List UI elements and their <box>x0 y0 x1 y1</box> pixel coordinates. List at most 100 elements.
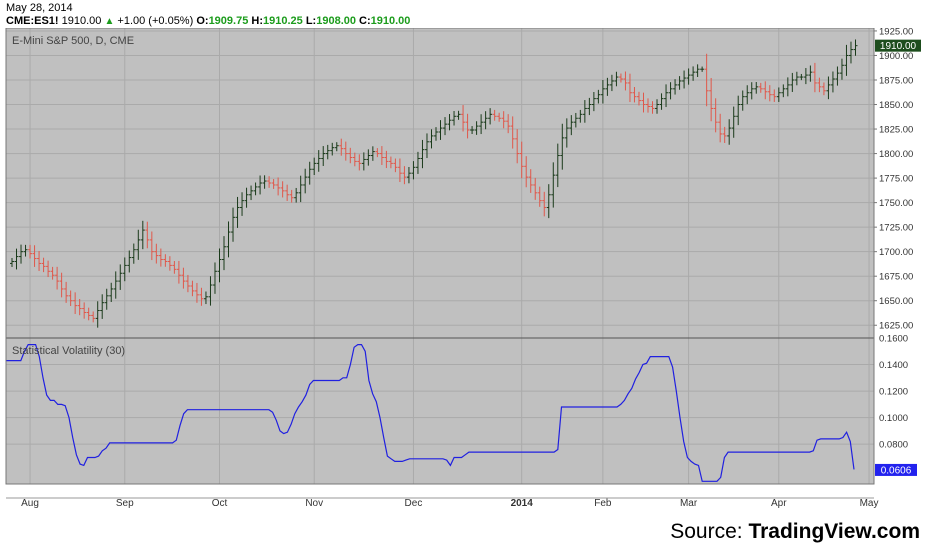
time-tick-label: Oct <box>212 498 228 509</box>
ohlc-bar <box>23 244 28 257</box>
time-tick-label: Sep <box>116 498 134 509</box>
ohlc-bar <box>235 196 240 228</box>
ohlc-bar <box>483 111 488 130</box>
source-label: Source: <box>670 520 743 543</box>
price-tick-label: 1675.00 <box>879 272 913 283</box>
symbol-label[interactable]: CME:ES1! <box>6 15 59 27</box>
last-volatility-badge: 0.0606 <box>875 463 917 476</box>
ohlc-bar <box>64 281 69 303</box>
time-tick-label: May <box>860 498 879 509</box>
ohlc-bar <box>573 112 578 128</box>
ohlc-bar <box>91 311 96 323</box>
ohlc-bar <box>609 74 614 92</box>
ohlc-bar <box>402 166 407 185</box>
close-label: C: <box>359 15 371 27</box>
time-tick-label: Dec <box>405 498 423 509</box>
ohlc-bar <box>140 220 145 250</box>
ohlc-bar <box>154 243 159 264</box>
ohlc-bar <box>718 113 723 143</box>
open-label: O: <box>196 15 209 27</box>
ohlc-bar <box>406 167 411 184</box>
open-value: 1909.75 <box>208 15 249 27</box>
ohlc-bar <box>632 87 637 103</box>
ohlc-bar <box>618 73 623 83</box>
ohlc-bar <box>727 119 732 145</box>
price-tick-label: 1825.00 <box>879 125 913 136</box>
ohlc-bar <box>655 99 660 114</box>
ohlc-bar <box>745 85 750 105</box>
price-tick-label: 1875.00 <box>879 75 913 86</box>
ohlc-bar <box>452 110 457 126</box>
ohlc-bar <box>839 58 844 80</box>
ohlc-bar <box>294 187 299 203</box>
ohlc-bar <box>127 250 132 273</box>
ohlc-bar <box>339 138 344 156</box>
time-tick-label: Apr <box>771 498 787 509</box>
ohlc-bar <box>420 139 425 169</box>
time-tick-label: Nov <box>305 498 323 509</box>
ohlc-bar <box>149 231 154 261</box>
ohlc-bar <box>497 112 502 122</box>
ohlc-bar <box>821 82 826 96</box>
ohlc-bar <box>59 272 64 298</box>
ohlc-bar <box>375 148 380 158</box>
ohlc-bar <box>212 262 217 294</box>
ohlc-bar <box>348 147 353 164</box>
ohlc-bar <box>321 146 326 166</box>
ohlc-bar <box>73 292 78 315</box>
ohlc-bar <box>578 109 583 123</box>
ohlc-bar <box>222 236 226 271</box>
volatility-axis: 0.0800 0.1000 0.1200 0.1400 0.1600 <box>879 334 908 451</box>
up-arrow-icon: ▲ <box>104 16 115 27</box>
high-value: 1910.25 <box>263 15 303 27</box>
ohlc-bar <box>217 248 222 283</box>
ohlc-bar <box>519 141 524 179</box>
ohlc-bar <box>853 39 858 56</box>
ohlc-bar <box>443 117 448 136</box>
ohlc-bar <box>668 82 673 100</box>
ohlc-bar <box>280 181 285 198</box>
ohlc-bar <box>285 184 290 201</box>
ohlc-bar <box>194 282 199 303</box>
ohlc-bar <box>244 187 249 208</box>
ohlc-bar <box>515 129 520 164</box>
ohlc-bar <box>379 146 384 165</box>
time-tick-label: Feb <box>594 498 612 509</box>
ohlc-bar <box>524 156 529 188</box>
ohlc-bar <box>37 251 42 271</box>
ohlc-bar <box>158 248 163 267</box>
ohlc-bar <box>528 169 533 193</box>
ohlc-bar <box>659 93 664 110</box>
ohlc-bar <box>190 280 195 297</box>
ohlc-bar <box>803 68 808 85</box>
ohlc-bar <box>118 264 123 290</box>
ohlc-bar <box>447 114 452 131</box>
ohlc-bar <box>46 260 51 278</box>
ohlc-bar <box>41 257 46 273</box>
ohlc-bar <box>415 151 420 174</box>
ohlc-bar <box>781 84 786 98</box>
time-tick-label: Mar <box>680 498 698 509</box>
volatility-tick-label: 0.1000 <box>879 413 908 424</box>
ohlc-bar <box>32 245 37 267</box>
header-date: May 28, 2014 <box>6 2 73 14</box>
ohlc-bar <box>343 141 348 161</box>
ohlc-bar <box>695 64 700 78</box>
ohlc-bar <box>456 110 461 120</box>
ohlc-bar <box>226 221 231 258</box>
ohlc-bar <box>10 257 14 267</box>
ohlc-bar <box>686 68 691 85</box>
ohlc-bar <box>627 73 632 103</box>
price-tick-label: 1750.00 <box>879 198 913 209</box>
ohlc-bar <box>772 89 777 102</box>
chart-area[interactable]: 1625.00 1650.00 1675.00 1700.00 1725.00 1750.… <box>0 28 932 514</box>
ohlc-bar <box>199 287 204 306</box>
header-quote: CME:ES1! 1910.00 ▲ +1.00 (+0.05%) O:1909… <box>6 15 410 27</box>
ohlc-bar <box>289 189 294 203</box>
ohlc-bar <box>546 184 551 219</box>
low-value: 1908.00 <box>316 15 356 27</box>
ohlc-bar <box>14 248 19 270</box>
last-price-label: 1910.00 <box>880 41 917 52</box>
ohlc-bar <box>560 123 565 170</box>
volatility-line <box>6 344 855 482</box>
